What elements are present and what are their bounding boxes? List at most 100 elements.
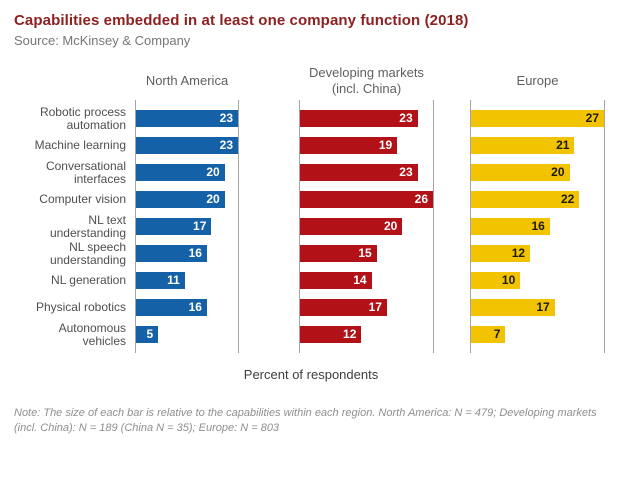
bar: 5 — [136, 326, 159, 343]
category-label: Physical robotics — [35, 300, 126, 314]
category-label: Machine learning — [34, 138, 126, 152]
bar-value-label: 17 — [536, 300, 550, 314]
bar: 23 — [136, 110, 238, 127]
bar: 19 — [300, 137, 398, 154]
bar-row: 7 — [471, 321, 604, 348]
bar-row: 12 — [471, 240, 604, 267]
panel-headers: North America Developing markets (incl. … — [14, 64, 608, 98]
bar-value-label: 10 — [501, 273, 516, 287]
bar-row: 20 — [300, 213, 433, 240]
bar-value-label: 16 — [531, 219, 545, 233]
bar-value-label: 17 — [368, 300, 382, 314]
panel-north-america: 23 23 20 20 17 16 11 16 5 — [135, 100, 239, 353]
bar: 16 — [471, 218, 550, 235]
bar-value-label: 21 — [556, 138, 570, 152]
bar: 20 — [136, 191, 225, 208]
bar-row: 5 — [136, 321, 238, 348]
bar: 20 — [471, 164, 570, 181]
x-axis-label: Percent of respondents — [243, 367, 379, 382]
category-label: Conversational interfaces — [45, 158, 126, 186]
bar-value-label: 23 — [219, 138, 233, 152]
bar-row: 10 — [471, 267, 604, 294]
bar-value-label: 26 — [414, 192, 428, 206]
bar-row: 19 — [300, 132, 433, 159]
bar-value-label: 16 — [188, 300, 202, 314]
bar: 17 — [300, 299, 387, 316]
bar-row: 17 — [136, 213, 238, 240]
category-label: Computer vision — [39, 192, 126, 206]
header-developing-markets: Developing markets (incl. China) — [309, 65, 424, 96]
bar: 27 — [471, 110, 604, 127]
category-label: Autonomous vehicles — [58, 320, 126, 348]
bar: 12 — [471, 245, 531, 262]
bar-row: 16 — [136, 240, 238, 267]
bar-value-label: 19 — [378, 138, 393, 152]
bar-row: 26 — [300, 186, 433, 213]
category-labels: Robotic process automation Machine learni… — [14, 100, 135, 353]
bar-value-label: 5 — [146, 327, 154, 341]
bar: 21 — [471, 137, 575, 154]
bar-value-label: 23 — [219, 111, 233, 125]
bar-value-label: 23 — [399, 111, 413, 125]
bar: 16 — [136, 299, 207, 316]
bar-row: 15 — [300, 240, 433, 267]
panel-europe: 27 21 20 22 16 12 10 17 7 — [470, 100, 605, 353]
bar-row: 11 — [136, 267, 238, 294]
bar: 22 — [471, 191, 580, 208]
bar: 15 — [300, 245, 377, 262]
bar-row: 23 — [136, 132, 238, 159]
bar-value-label: 20 — [383, 219, 398, 233]
bar-row: 20 — [136, 159, 238, 186]
bar-row: 20 — [471, 159, 604, 186]
bar-value-label: 20 — [206, 165, 220, 179]
category-label: NL generation — [51, 273, 126, 287]
bar-value-label: 12 — [343, 327, 357, 341]
bar: 17 — [136, 218, 212, 235]
bar-row: 16 — [471, 213, 604, 240]
bar-value-label: 11 — [167, 273, 180, 287]
bar-value-label: 20 — [206, 192, 220, 206]
bar: 12 — [300, 326, 362, 343]
panel-developing-markets: 23 19 23 26 20 15 14 17 12 — [299, 100, 434, 353]
bar-row: 17 — [300, 294, 433, 321]
bar-value-label: 7 — [493, 327, 501, 341]
bar-row: 17 — [471, 294, 604, 321]
bar-value-label: 17 — [193, 219, 207, 233]
category-label: Robotic process automation — [39, 104, 126, 132]
bar-value-label: 23 — [399, 165, 413, 179]
chart-title: Capabilities embedded in at least one co… — [14, 12, 469, 29]
bar-value-label: 14 — [353, 273, 367, 287]
bar-row: 12 — [300, 321, 433, 348]
bar-row: 23 — [300, 159, 433, 186]
bar-value-label: 16 — [188, 246, 202, 260]
bar-row: 20 — [136, 186, 238, 213]
bar-row: 22 — [471, 186, 604, 213]
bar: 20 — [136, 164, 225, 181]
bar: 17 — [471, 299, 555, 316]
bar-row: 27 — [471, 105, 604, 132]
bar-row: 23 — [300, 105, 433, 132]
bar: 23 — [300, 110, 418, 127]
bar: 20 — [300, 218, 403, 235]
bar-value-label: 15 — [358, 246, 372, 260]
header-europe: Europe — [516, 73, 559, 88]
bar-value-label: 27 — [585, 111, 599, 125]
header-north-america: North America — [145, 73, 229, 88]
bar: 14 — [300, 272, 372, 289]
bar: 26 — [300, 191, 433, 208]
bar-row: 21 — [471, 132, 604, 159]
bar-row: 14 — [300, 267, 433, 294]
bar-value-label: 12 — [511, 246, 526, 260]
category-label: NL text understanding — [49, 212, 126, 240]
category-label: NL speech understanding — [49, 239, 126, 267]
bar: 23 — [300, 164, 418, 181]
bar: 16 — [136, 245, 207, 262]
chart-source: Source: McKinsey & Company — [14, 33, 191, 48]
bar-value-label: 22 — [561, 192, 575, 206]
bar: 23 — [136, 137, 238, 154]
bar-row: 23 — [136, 105, 238, 132]
bar-row: 16 — [136, 294, 238, 321]
bar-value-label: 20 — [551, 165, 565, 179]
bar: 7 — [471, 326, 506, 343]
